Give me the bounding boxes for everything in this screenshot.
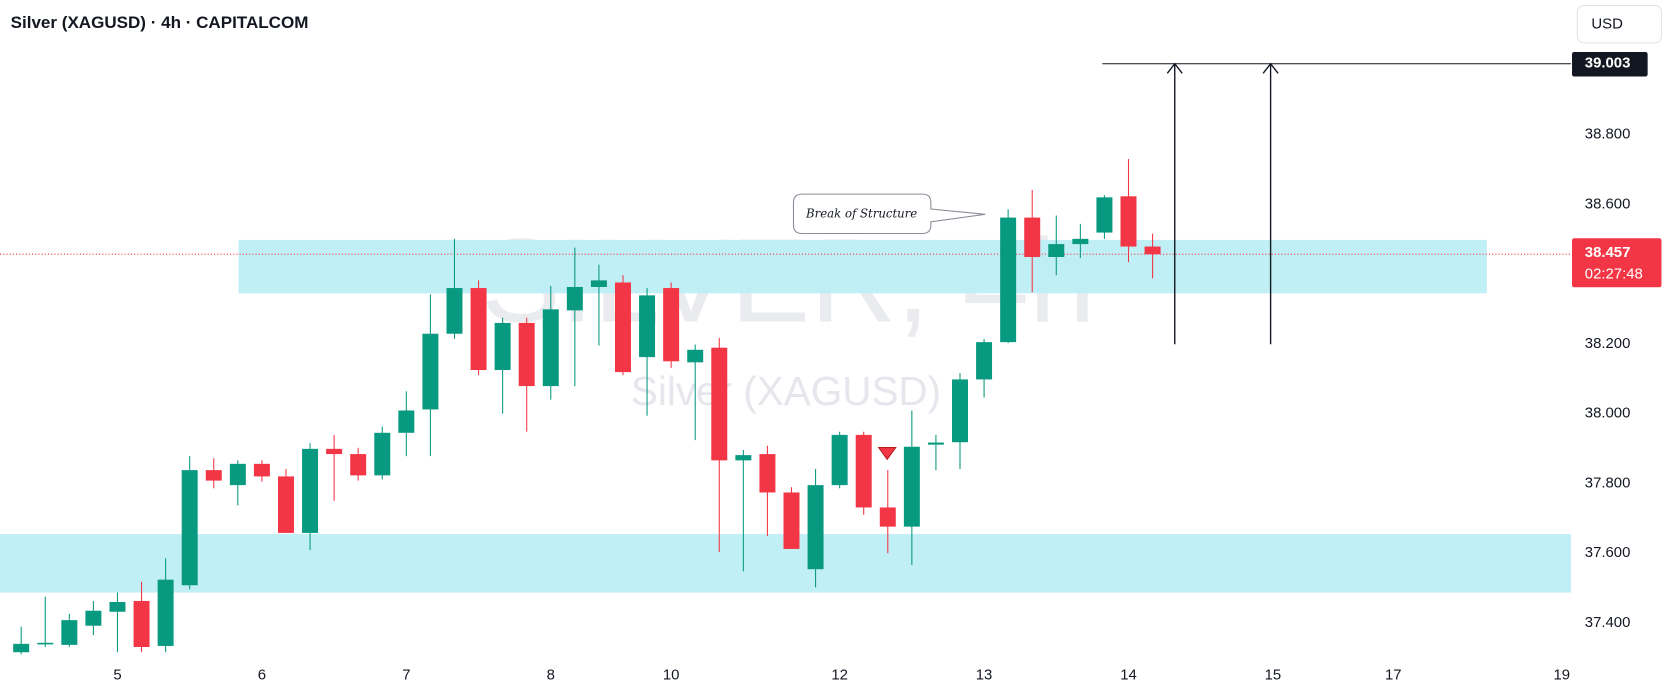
candle-body bbox=[13, 643, 30, 653]
candle-body bbox=[422, 333, 439, 410]
candle-body bbox=[302, 448, 319, 533]
axes: 37.400 37.600 37.800 38.000 38.200 38.600 38.8… bbox=[0, 126, 1630, 683]
watermark-subtitle: Silver (XAGUSD) bbox=[631, 368, 941, 414]
candle-body bbox=[277, 476, 294, 533]
overlay: Break of Structure bbox=[792, 193, 986, 461]
candle-body bbox=[494, 322, 511, 371]
y-tick-label: 38.200 bbox=[1585, 336, 1631, 352]
candle-body bbox=[518, 322, 535, 387]
candle-body bbox=[326, 448, 343, 455]
y-tick-label: 37.600 bbox=[1585, 545, 1631, 561]
x-tick-label: 14 bbox=[1120, 667, 1137, 683]
candle-body bbox=[398, 410, 415, 433]
y-tick-label: 37.400 bbox=[1585, 615, 1631, 631]
x-tick-label: 13 bbox=[976, 667, 993, 683]
candle-body bbox=[615, 282, 631, 373]
candle-body bbox=[903, 446, 920, 527]
candle-body bbox=[1096, 197, 1113, 233]
candle-body bbox=[542, 309, 559, 387]
candle-body bbox=[783, 492, 800, 549]
currency-button[interactable] bbox=[1576, 5, 1663, 44]
currency-label[interactable]: USD bbox=[1591, 17, 1623, 33]
candle-body bbox=[1072, 238, 1089, 245]
x-tick-label: 6 bbox=[258, 667, 266, 683]
candle-body bbox=[807, 485, 824, 570]
candle-body bbox=[109, 601, 126, 612]
candle-body bbox=[566, 286, 583, 311]
zone bbox=[238, 239, 1487, 294]
candle-body bbox=[133, 600, 150, 647]
y-tick-label: 38.800 bbox=[1585, 126, 1631, 142]
target-box bbox=[1572, 52, 1648, 77]
annotation-text: Break of Structure bbox=[805, 206, 917, 220]
x-tick-label: 19 bbox=[1554, 667, 1571, 683]
last-price-box bbox=[1572, 238, 1662, 288]
annotation-callout bbox=[792, 193, 986, 235]
x-tick-label: 10 bbox=[663, 667, 680, 683]
candle-body bbox=[759, 454, 776, 493]
candle-body bbox=[1144, 246, 1161, 255]
y-tick-label: 38.000 bbox=[1585, 406, 1631, 422]
candle-body bbox=[1024, 217, 1041, 257]
chart-title: Silver (XAGUSD) · 4h · CAPITALCOM bbox=[11, 13, 309, 32]
candle-body bbox=[374, 432, 391, 476]
candle-body bbox=[663, 288, 680, 362]
x-tick-label: 7 bbox=[402, 667, 410, 683]
candle-body bbox=[181, 470, 198, 586]
x-tick-label: 15 bbox=[1265, 667, 1282, 683]
candle-body bbox=[205, 470, 222, 481]
candle-body bbox=[37, 642, 54, 645]
candle-body bbox=[687, 349, 704, 363]
candle-body bbox=[590, 280, 607, 287]
candle-body bbox=[229, 463, 246, 486]
x-tick-label: 17 bbox=[1385, 667, 1402, 683]
x-tick-label: 12 bbox=[831, 667, 848, 683]
arrow-head bbox=[1262, 62, 1279, 74]
candle-body bbox=[1048, 244, 1065, 257]
candle-body bbox=[61, 620, 78, 645]
candle-body bbox=[350, 454, 367, 476]
candle-body bbox=[735, 455, 752, 461]
signal-marker bbox=[877, 447, 897, 461]
candles bbox=[13, 158, 1161, 655]
candle-body bbox=[879, 507, 896, 527]
last-price-label: 38.457 bbox=[1585, 245, 1631, 261]
candle-body bbox=[446, 288, 463, 334]
candle-body bbox=[711, 347, 728, 461]
candle-body bbox=[157, 579, 174, 646]
candle-body bbox=[253, 463, 270, 477]
candle-body bbox=[639, 295, 656, 358]
candle-body bbox=[927, 442, 944, 445]
candle-body bbox=[470, 288, 487, 371]
candle-body bbox=[1000, 217, 1017, 343]
candle-body bbox=[85, 610, 102, 626]
candle-body bbox=[855, 434, 872, 508]
x-tick-label: 8 bbox=[547, 667, 555, 683]
y-tick-label: 38.600 bbox=[1585, 196, 1631, 212]
candle-body bbox=[976, 342, 993, 380]
y-tick-label: 37.800 bbox=[1585, 475, 1631, 491]
candle-body bbox=[831, 434, 848, 486]
arrow-head bbox=[1166, 62, 1183, 74]
candle-body bbox=[1120, 196, 1137, 247]
target-label: 39.003 bbox=[1585, 56, 1631, 72]
x-tick-label: 5 bbox=[113, 667, 121, 683]
candle-body bbox=[952, 379, 968, 443]
price-lines bbox=[0, 62, 1571, 345]
countdown-label: 02:27:48 bbox=[1585, 266, 1643, 282]
